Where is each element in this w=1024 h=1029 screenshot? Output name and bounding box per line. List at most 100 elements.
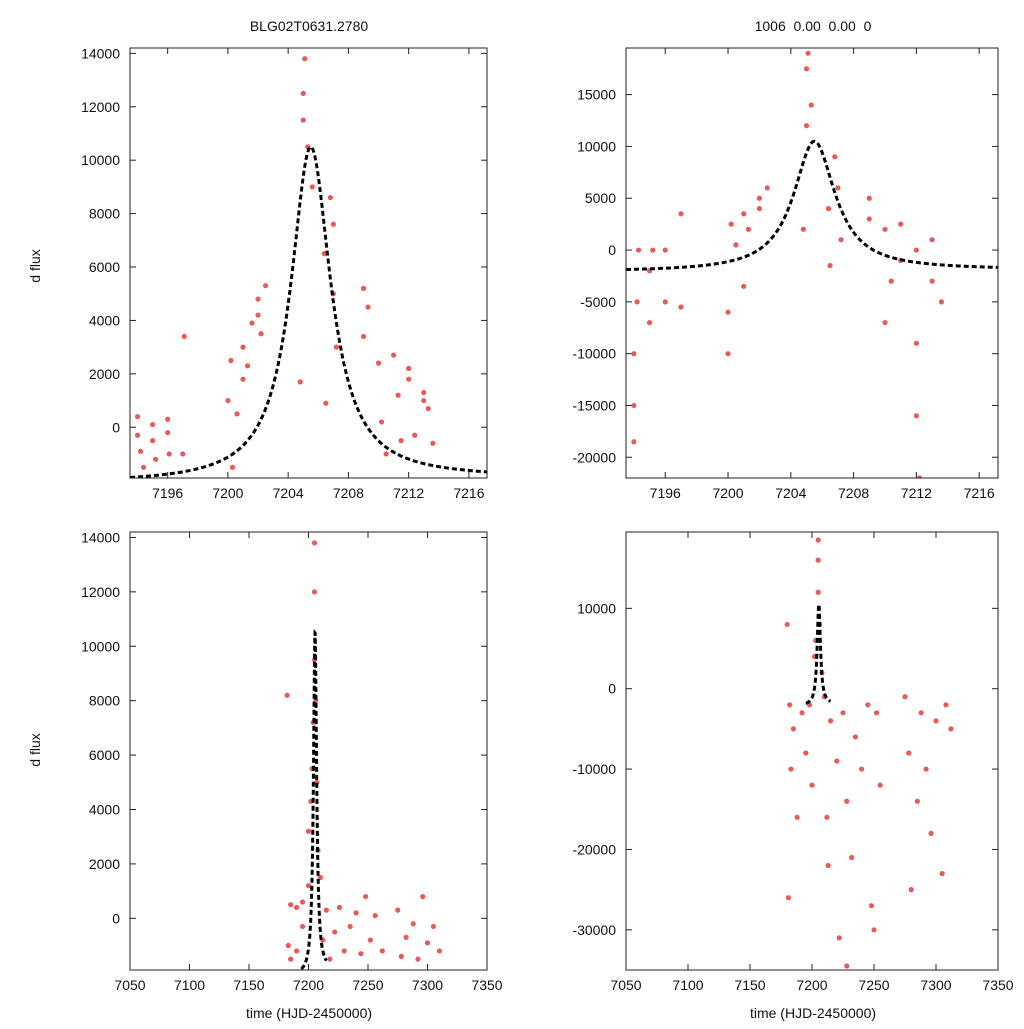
- data-point: [415, 956, 421, 962]
- y-tick-label: 12000: [81, 584, 120, 600]
- x-tick-label: 7200: [712, 485, 743, 501]
- data-point: [430, 440, 436, 446]
- data-point: [745, 226, 752, 232]
- x-tick-label: 7350: [471, 977, 502, 993]
- y-tick-label: 2000: [89, 856, 120, 872]
- data-point: [153, 456, 159, 462]
- data-point: [908, 887, 914, 893]
- data-point: [815, 537, 821, 543]
- data-point: [756, 195, 763, 201]
- x-tick-label: 7050: [114, 977, 145, 993]
- y-tick-label: -10000: [572, 346, 616, 362]
- data-point: [294, 948, 300, 954]
- data-point: [836, 935, 842, 941]
- data-point: [181, 333, 187, 340]
- data-point: [733, 242, 739, 248]
- data-point: [288, 902, 294, 908]
- y-tick-label: 0: [112, 910, 120, 926]
- data-point: [180, 451, 186, 457]
- data-point: [787, 702, 793, 708]
- chart-bottom-left: 7050 7100 7150 7200 7250 7300 7350 0 2000 4000 600…: [81, 529, 503, 993]
- x-tick-label: 7050: [610, 977, 641, 993]
- data-point: [634, 299, 640, 305]
- data-point: [808, 102, 814, 108]
- data-point: [288, 956, 294, 962]
- data-point: [825, 862, 831, 869]
- data-point: [363, 893, 369, 900]
- plot-frame: [625, 47, 999, 479]
- y-tick-label: 4000: [89, 801, 120, 817]
- data-point: [844, 963, 850, 969]
- data-point: [353, 910, 359, 916]
- y-tick-label: 0: [112, 419, 120, 435]
- data-point: [662, 299, 668, 305]
- data-point: [262, 283, 269, 289]
- data-point: [784, 621, 790, 628]
- data-point: [317, 874, 323, 881]
- data-point: [299, 923, 306, 930]
- y-tick-label: 14000: [81, 45, 120, 61]
- data-point: [383, 451, 389, 457]
- data-point: [859, 766, 865, 772]
- y-tick-label: -10000: [572, 761, 616, 777]
- data-point: [336, 904, 343, 911]
- data-point: [134, 432, 141, 438]
- title-left: BLG02T0631.2780: [250, 18, 369, 34]
- x-tick-label: 7200: [293, 977, 324, 993]
- data-point: [421, 389, 427, 396]
- x-tick-label: 7212: [901, 485, 932, 501]
- data-point: [805, 50, 811, 56]
- y-tick-label: 0: [608, 242, 616, 258]
- data-point: [249, 320, 255, 326]
- data-point: [166, 451, 172, 457]
- data-point: [134, 413, 141, 420]
- data-point: [300, 90, 306, 97]
- data-point: [240, 344, 246, 350]
- data-point: [360, 285, 367, 291]
- data-point: [149, 438, 156, 444]
- data-point: [311, 540, 318, 546]
- data-point: [803, 66, 810, 72]
- x-tick-label: 7204: [273, 485, 304, 501]
- data-point: [939, 870, 945, 877]
- y-tick-label: 4000: [89, 312, 120, 328]
- data-point: [305, 828, 312, 834]
- data-point: [918, 710, 924, 716]
- x-tick-label: 7250: [352, 977, 383, 993]
- data-point: [840, 710, 846, 716]
- data-point: [425, 405, 431, 412]
- data-point: [800, 226, 806, 232]
- data-point: [678, 304, 684, 310]
- data-point: [662, 247, 668, 253]
- y-tick-label: -30000: [572, 922, 616, 938]
- data-point: [430, 923, 437, 930]
- data-layer: [784, 537, 954, 969]
- data-point: [165, 429, 171, 436]
- x-tick-label: 7350: [982, 977, 1013, 993]
- data-point: [725, 309, 731, 315]
- data-point: [403, 934, 409, 940]
- data-point: [882, 226, 888, 232]
- data-point: [865, 702, 871, 708]
- x-tick-label: 7150: [734, 977, 765, 993]
- data-point: [728, 221, 734, 227]
- y-tick-label: 10000: [577, 138, 616, 154]
- data-point: [764, 185, 770, 191]
- data-point: [406, 365, 412, 372]
- data-point: [906, 750, 912, 756]
- data-point: [756, 206, 763, 212]
- y-tick-label: 10000: [81, 638, 120, 654]
- y-tick-label: -20000: [572, 841, 616, 857]
- data-point: [234, 411, 240, 417]
- x-tick-label: 7150: [233, 977, 264, 993]
- data-point: [929, 278, 935, 284]
- x-tick-label: 7196: [152, 485, 183, 501]
- model-curve: [130, 145, 487, 478]
- data-point: [873, 710, 880, 716]
- x-tick-label: 7208: [838, 485, 869, 501]
- data-point: [825, 206, 832, 212]
- data-point: [650, 247, 656, 253]
- x-tick-label: 7100: [174, 977, 205, 993]
- data-point: [948, 726, 954, 732]
